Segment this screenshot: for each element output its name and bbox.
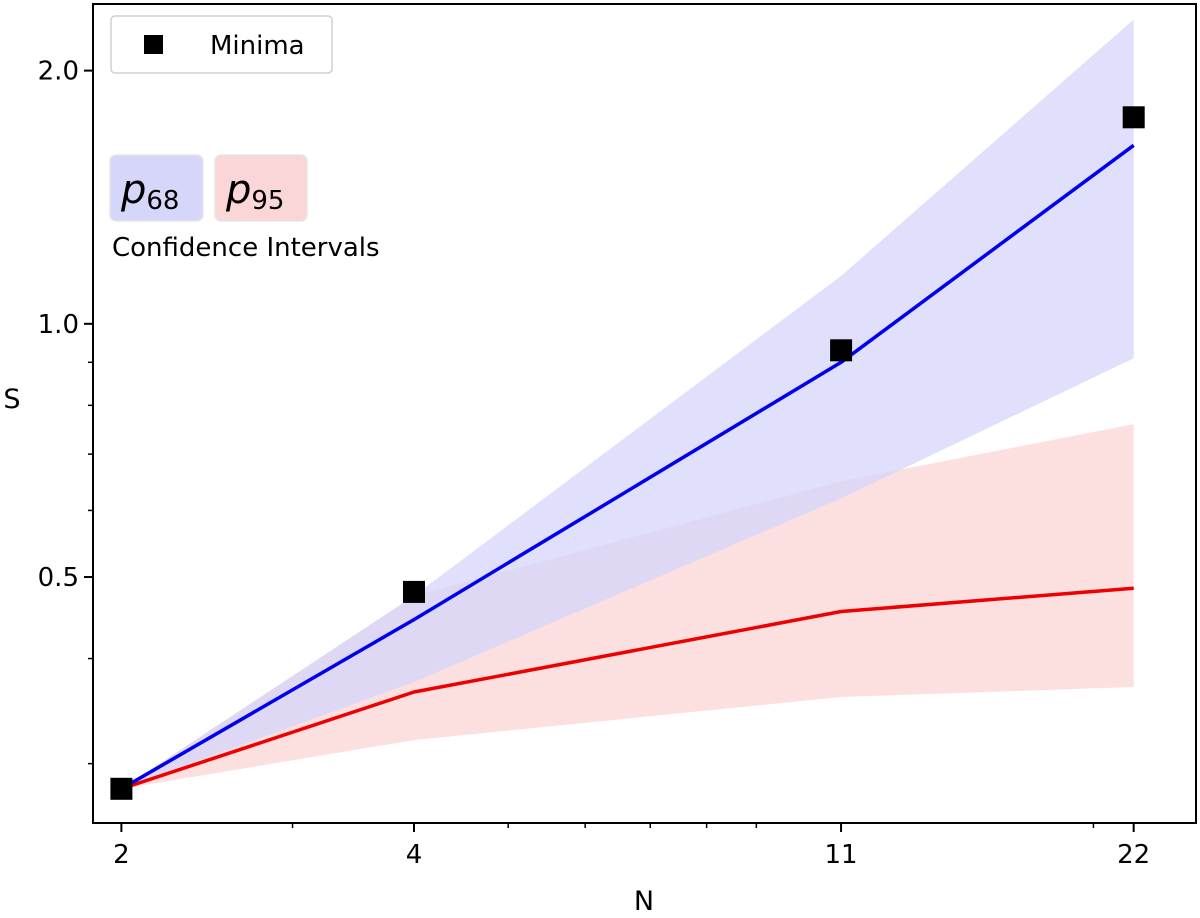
ci-subscript-p95: 95 [251,186,284,216]
x-axis-ticks: 2 4 11 22 [113,823,1150,870]
series-lines [120,143,1135,791]
ci-subscript-p68: 68 [146,186,179,216]
legend: Minima [110,15,333,74]
ci-symbol-p95: p [225,167,251,213]
band-p95 [121,424,1134,789]
line-p95 [120,586,1134,791]
y-tick-label: 1.0 [38,310,79,340]
legend-label-minima: Minima [210,31,305,61]
ci-legend: p68 p95 Confidence Intervals [109,154,380,263]
y-axis-label: S [3,384,20,415]
confidence-bands [121,19,1134,789]
y-tick-label: 2.0 [38,57,79,87]
ci-symbol-p68: p [120,167,146,213]
minima-markers [110,106,1145,800]
line-p68 [120,143,1135,791]
ci-swatch-p95 [214,154,308,222]
minima-marker [830,339,853,362]
x-tick-label: 2 [113,840,130,870]
x-tick-label: 4 [406,840,423,870]
band-p68 [121,19,1134,789]
minima-marker [1122,106,1145,129]
y-axis-ticks: 0.5 1.0 2.0 [38,57,93,765]
plot-frame [92,3,1197,824]
ci-label-p95: p95 [225,167,284,216]
x-tick-label: 22 [1117,840,1150,870]
y-tick-label: 0.5 [38,563,79,593]
x-tick-label: 11 [825,840,858,870]
minima-marker [403,580,425,603]
legend-box [110,15,333,74]
legend-square-marker [144,35,163,54]
x-axis-label: N [634,886,654,917]
minima-marker [110,777,133,800]
ci-label-p68: p68 [120,167,179,216]
ci-swatch-p68 [109,154,204,222]
ci-caption: Confidence Intervals [112,233,380,263]
